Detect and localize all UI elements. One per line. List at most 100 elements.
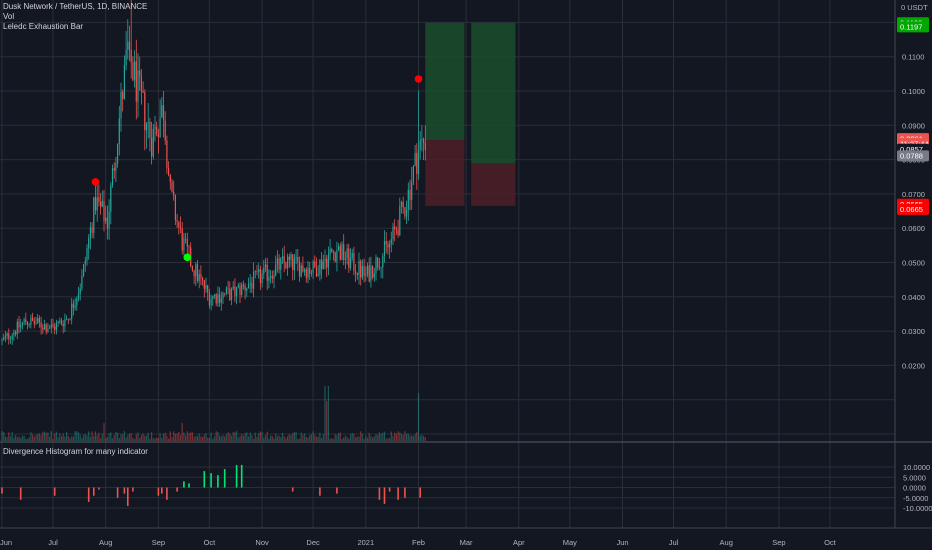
exhaustion-legend[interactable]: Leledc Exhaustion Bar xyxy=(3,22,84,31)
histogram-legend[interactable]: Divergence Histogram for many indicator xyxy=(3,447,148,456)
volume-bar xyxy=(331,438,333,441)
volume-bar xyxy=(171,437,173,441)
volume-bar xyxy=(147,432,149,441)
candle-body xyxy=(259,269,261,284)
volume-bar xyxy=(244,433,246,441)
volume-bar xyxy=(210,432,212,441)
candle-body xyxy=(161,105,163,118)
candle-body xyxy=(232,286,234,289)
volume-bar xyxy=(77,432,80,441)
candle-body xyxy=(142,90,144,93)
vol-legend[interactable]: Vol xyxy=(3,12,15,21)
candle-body xyxy=(310,272,312,274)
volume-bar xyxy=(59,433,61,441)
candle-body xyxy=(176,219,178,222)
volume-bar xyxy=(246,432,248,441)
candle-body xyxy=(244,285,246,291)
candle-body xyxy=(346,248,348,259)
volume-bar xyxy=(79,434,81,441)
candle-body xyxy=(276,258,278,265)
candle-body xyxy=(390,239,392,244)
volume-bar xyxy=(287,436,289,441)
price-tag-label: 0.0857 xyxy=(900,145,923,154)
time-tick-label: Oct xyxy=(824,538,837,547)
volume-bar xyxy=(212,438,214,441)
candle-body xyxy=(387,244,389,248)
price-tag xyxy=(897,150,929,162)
volume-bar xyxy=(183,432,185,441)
volume-bar xyxy=(327,386,329,441)
candle-body xyxy=(395,228,397,230)
volume-bar xyxy=(98,432,100,441)
histogram-bar xyxy=(188,483,190,488)
volume-bar xyxy=(258,433,260,441)
volume-bar xyxy=(32,434,34,441)
candle-body xyxy=(407,189,409,210)
candle-body xyxy=(96,197,98,211)
volume-bar xyxy=(110,432,112,441)
candle-body xyxy=(268,277,270,281)
histogram-bar xyxy=(336,487,338,494)
candle-body xyxy=(181,228,183,251)
candle-body xyxy=(224,293,226,294)
candle-body xyxy=(411,181,413,200)
candle-body xyxy=(297,257,299,262)
candlestick-series[interactable] xyxy=(1,0,426,346)
volume-bar xyxy=(123,431,125,441)
candle-body xyxy=(423,138,425,143)
volume-bar xyxy=(370,435,372,441)
volume-bar xyxy=(247,436,250,441)
candle-body xyxy=(8,333,10,340)
volume-bar xyxy=(366,437,369,441)
volume-bar xyxy=(4,436,6,441)
candle-body xyxy=(139,70,141,77)
candle-body xyxy=(263,267,265,274)
volume-bar xyxy=(346,436,348,441)
volume-bar xyxy=(222,435,224,441)
volume-bar xyxy=(130,433,132,441)
time-tick-label: Feb xyxy=(412,538,425,547)
candle-body xyxy=(295,257,297,259)
candle-body xyxy=(11,335,13,339)
volume-bar xyxy=(290,435,292,441)
candle-body xyxy=(207,285,209,293)
volume-bar xyxy=(353,433,355,441)
volume-bar xyxy=(196,435,199,441)
candle-body xyxy=(108,211,110,229)
volume-bar xyxy=(278,435,280,441)
volume-bar xyxy=(137,432,139,441)
volume-bar xyxy=(173,431,175,441)
candle-body xyxy=(16,321,18,335)
candle-body xyxy=(122,91,124,99)
volume-bar xyxy=(297,438,299,441)
candle-body xyxy=(273,275,275,279)
volume-bar xyxy=(399,432,401,441)
candle-body xyxy=(315,267,318,277)
volume-bar xyxy=(21,435,23,441)
volume-bar xyxy=(361,433,363,441)
candle-body xyxy=(145,123,148,131)
time-axis[interactable]: Jun Jul Aug Sep Oct Nov Dec 2021 Feb Mar Apr May Jun… xyxy=(0,538,837,547)
volume-bar xyxy=(127,435,129,441)
histogram-bar xyxy=(419,487,421,498)
volume-bar xyxy=(319,432,321,441)
volume-bar xyxy=(193,436,195,441)
position-zones[interactable] xyxy=(425,22,516,206)
candle-body xyxy=(344,258,346,260)
loss-zone xyxy=(471,163,516,206)
volume-bar xyxy=(314,434,316,441)
volume-bar xyxy=(144,435,146,441)
volume-bar xyxy=(54,433,56,441)
volume-bar xyxy=(304,433,306,441)
candle-body xyxy=(373,273,375,278)
volume-bar xyxy=(117,432,119,441)
candle-body xyxy=(309,268,311,274)
candle-body xyxy=(72,303,74,308)
candle-body xyxy=(349,258,352,268)
histogram-bar xyxy=(404,487,406,498)
volume-bar xyxy=(120,434,122,441)
candle-body xyxy=(1,339,3,342)
symbol-legend[interactable]: Dusk Network / TetherUS, 1D, BINANCE xyxy=(3,2,148,11)
